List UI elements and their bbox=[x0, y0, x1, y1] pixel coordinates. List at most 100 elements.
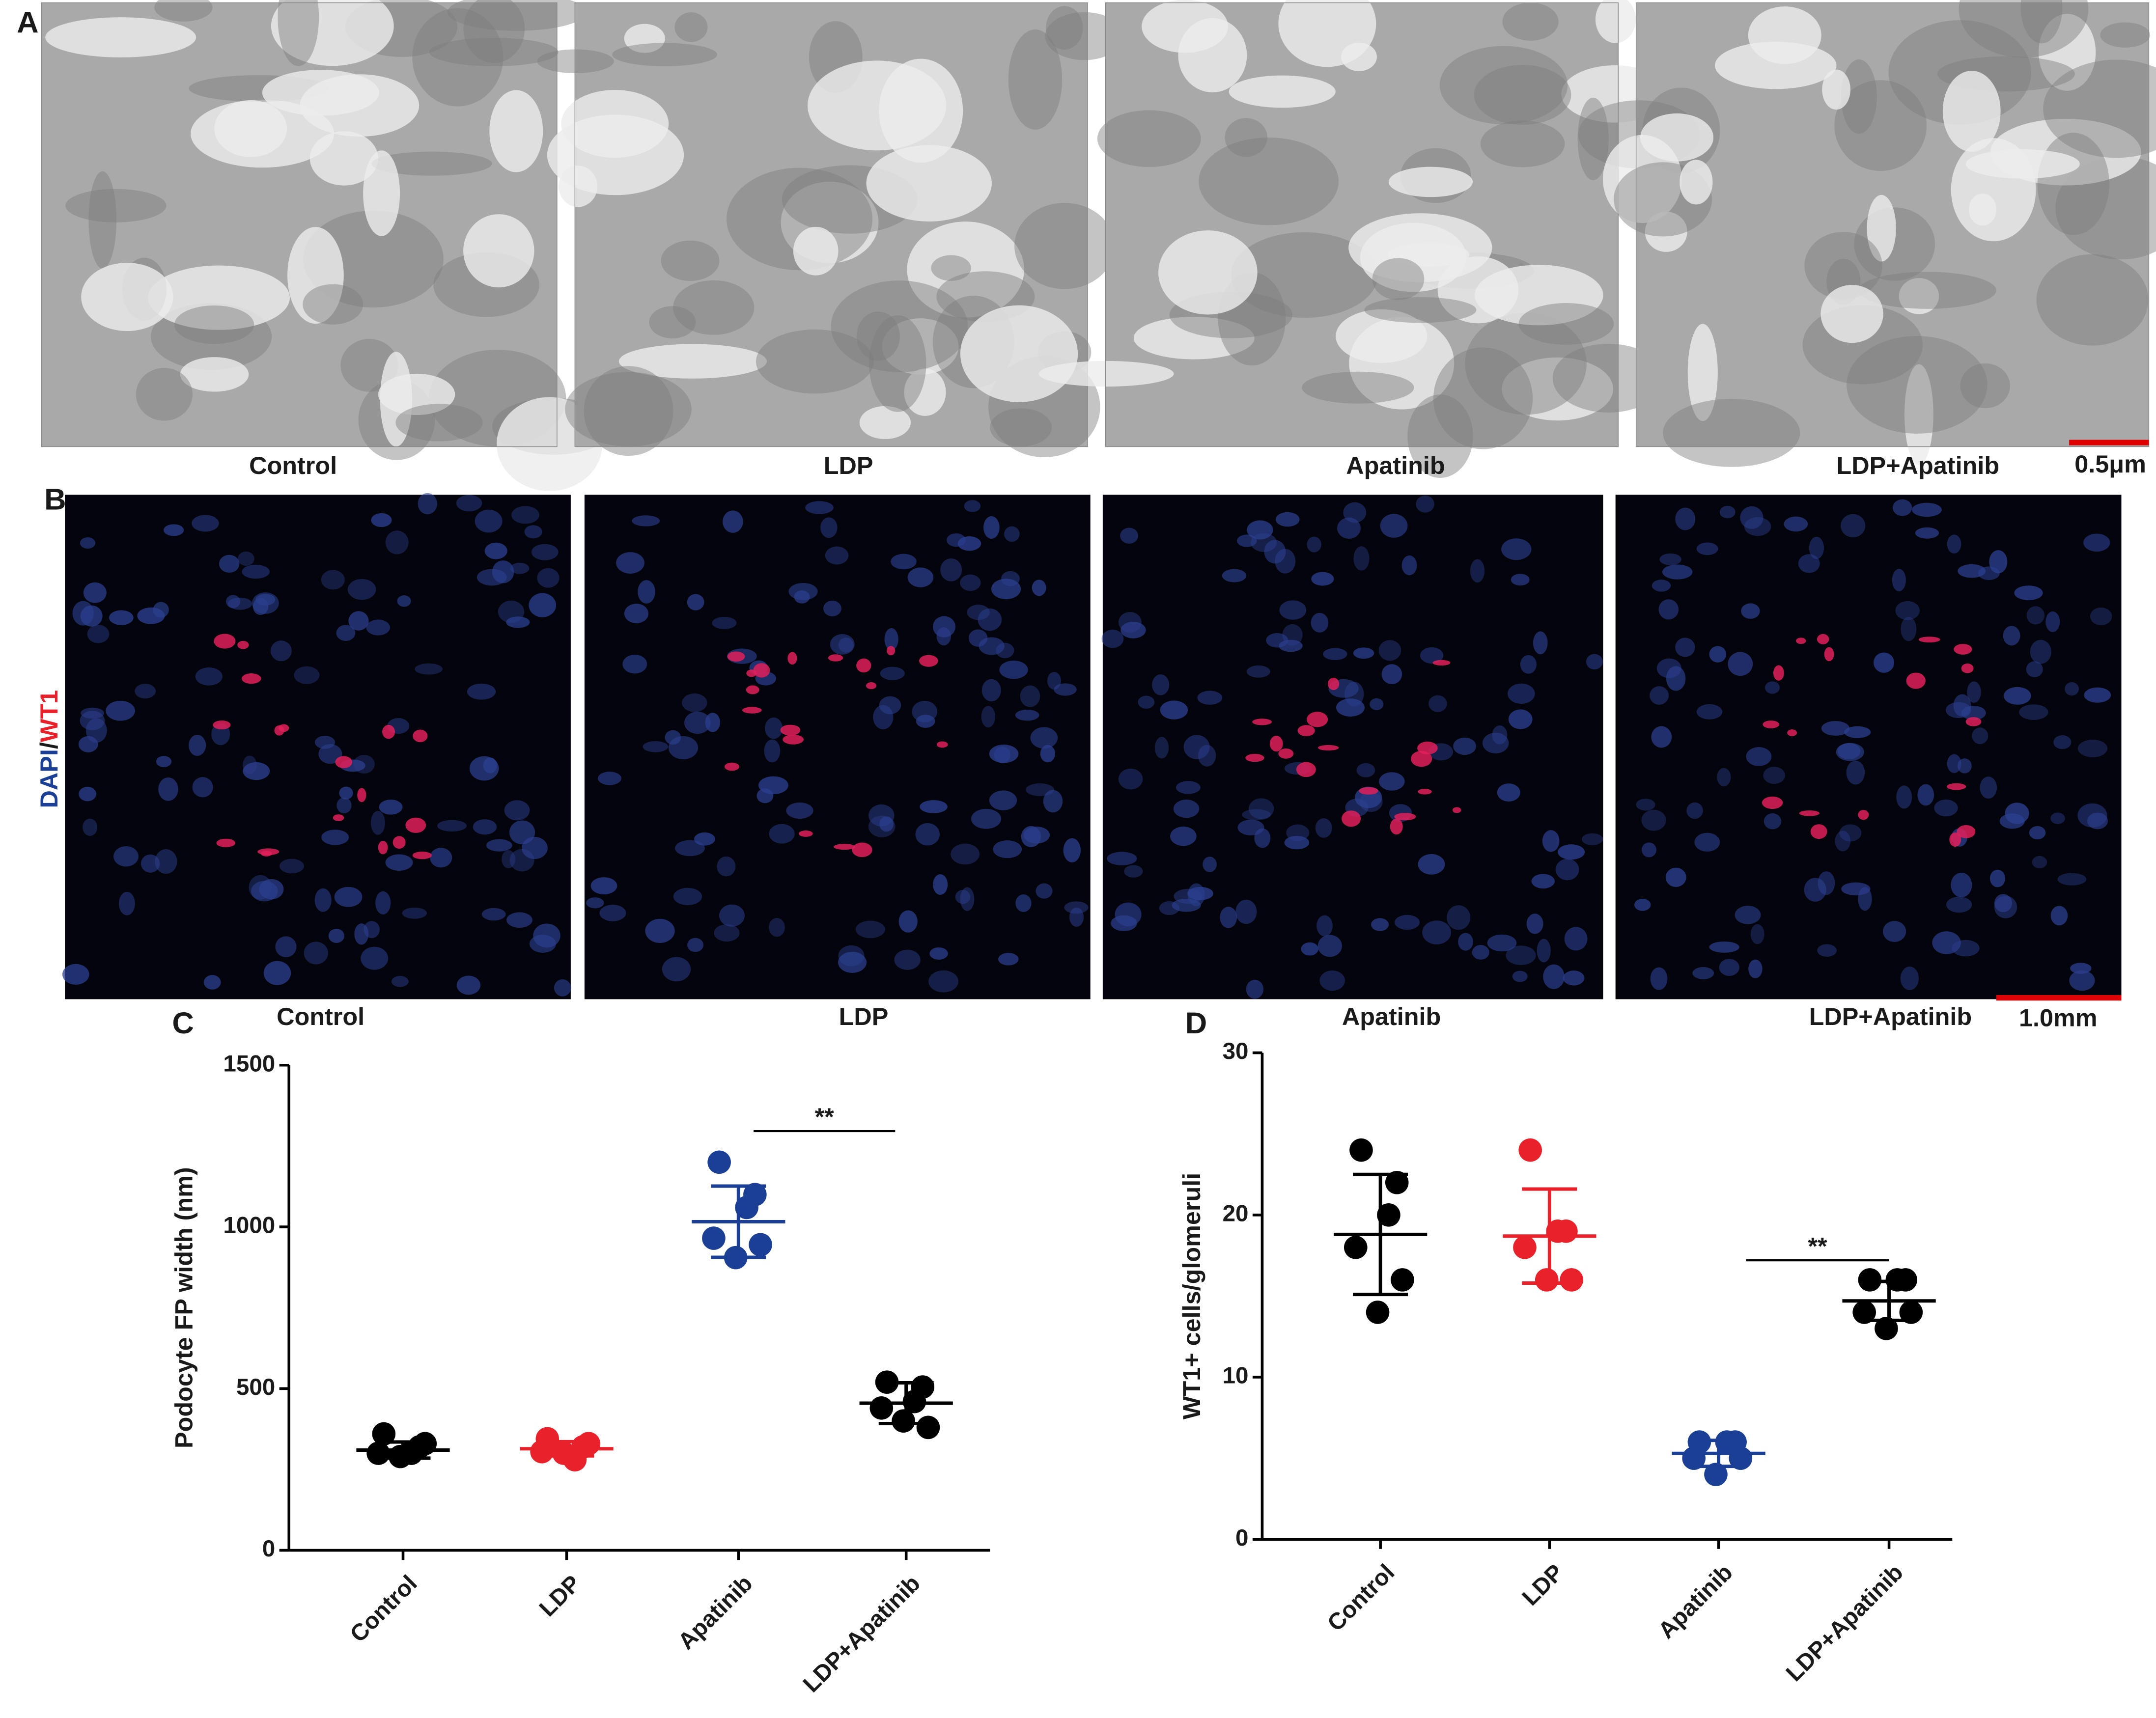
em-texture bbox=[1804, 232, 1882, 300]
nucleus bbox=[1307, 536, 1321, 553]
em-texture bbox=[756, 329, 874, 394]
nucleus bbox=[830, 634, 855, 655]
em-texture bbox=[1475, 265, 1603, 326]
nucleus bbox=[1198, 745, 1216, 767]
nucleus bbox=[616, 552, 644, 574]
nucleus bbox=[385, 530, 409, 554]
nucleus bbox=[1696, 542, 1718, 555]
data-point bbox=[1704, 1463, 1728, 1486]
nucleus bbox=[1675, 637, 1695, 657]
em-texture bbox=[2043, 59, 2156, 158]
em-texture bbox=[859, 406, 911, 440]
em-texture bbox=[1229, 75, 1336, 108]
em-texture bbox=[45, 17, 196, 57]
wt1-signal bbox=[866, 682, 877, 690]
em-texture bbox=[287, 227, 344, 324]
nucleus bbox=[1453, 737, 1476, 755]
em-texture bbox=[2038, 14, 2096, 91]
em-texture bbox=[262, 70, 379, 116]
nucleus bbox=[366, 619, 391, 636]
wt1-signal bbox=[1278, 748, 1294, 759]
em-texture bbox=[904, 368, 946, 416]
nucleus bbox=[328, 929, 344, 943]
wt1-signal bbox=[333, 814, 344, 821]
em-texture bbox=[1502, 2, 1559, 41]
nucleus bbox=[304, 942, 328, 965]
nucleus bbox=[1634, 898, 1651, 911]
nucleus bbox=[155, 849, 177, 874]
nucleus bbox=[1237, 819, 1264, 835]
y-tick-label: 1500 bbox=[223, 1051, 275, 1077]
nucleus bbox=[1958, 564, 1986, 578]
nucleus bbox=[1160, 700, 1188, 720]
image-caption: LDP+Apatinib bbox=[1837, 451, 2000, 479]
nucleus bbox=[2029, 826, 2046, 840]
nucleus bbox=[879, 816, 894, 832]
em-image bbox=[1578, 0, 2156, 467]
em-texture bbox=[1858, 272, 1996, 309]
x-tick-label: LDP bbox=[1517, 1559, 1569, 1611]
image-caption: LDP bbox=[839, 1002, 889, 1030]
nucleus bbox=[1581, 833, 1603, 845]
nucleus bbox=[1220, 907, 1237, 928]
x-tick-label: Control bbox=[1322, 1559, 1400, 1636]
nucleus bbox=[1054, 683, 1077, 696]
nucleus bbox=[1284, 835, 1310, 850]
em-texture bbox=[673, 280, 755, 335]
nucleus bbox=[1934, 799, 1958, 817]
nucleus bbox=[1537, 939, 1551, 963]
scale-bar-label: 1.0mm bbox=[2019, 1004, 2098, 1032]
nucleus bbox=[1543, 964, 1565, 989]
nucleus bbox=[1379, 772, 1405, 791]
nucleus bbox=[1015, 709, 1039, 721]
em-texture bbox=[990, 408, 1052, 447]
em-texture bbox=[931, 255, 971, 281]
nucleus bbox=[960, 574, 981, 591]
em-texture bbox=[1847, 336, 1988, 434]
data-point bbox=[892, 1409, 915, 1433]
nucleus bbox=[361, 946, 389, 970]
nucleus bbox=[1279, 639, 1303, 652]
nucleus bbox=[2050, 906, 2068, 926]
nucleus bbox=[1315, 818, 1332, 838]
nucleus bbox=[964, 500, 981, 512]
nucleus bbox=[880, 666, 905, 680]
em-texture bbox=[1820, 285, 1883, 343]
nucleus bbox=[1821, 720, 1850, 736]
nucleus bbox=[219, 554, 240, 573]
nucleus bbox=[1501, 538, 1532, 560]
nucleus bbox=[109, 610, 134, 625]
em-texture bbox=[565, 372, 692, 446]
nucleus bbox=[1323, 648, 1347, 661]
wt1-signal bbox=[1432, 660, 1451, 666]
nucleus bbox=[467, 683, 496, 700]
em-texture bbox=[1822, 69, 1850, 110]
nucleus bbox=[192, 777, 213, 798]
nucleus bbox=[2004, 687, 2031, 705]
em-texture bbox=[378, 373, 455, 416]
nucleus bbox=[492, 560, 514, 583]
nucleus bbox=[1947, 754, 1961, 773]
data-point bbox=[707, 1150, 731, 1174]
nucleus bbox=[371, 513, 392, 527]
nucleus bbox=[1650, 967, 1668, 990]
em-texture bbox=[674, 12, 708, 42]
nucleus bbox=[714, 924, 740, 942]
data-point bbox=[869, 1396, 894, 1420]
nucleus bbox=[1040, 745, 1055, 763]
em-texture bbox=[1439, 46, 1568, 125]
wt1-signal bbox=[1269, 736, 1283, 752]
wt1-signal bbox=[1824, 647, 1834, 662]
nucleus bbox=[554, 979, 571, 997]
nucleus bbox=[932, 616, 955, 637]
nucleus bbox=[638, 580, 655, 604]
nucleus bbox=[1967, 681, 1981, 703]
data-point bbox=[735, 1195, 758, 1219]
x-tick-label: Apatinib bbox=[673, 1570, 757, 1655]
nucleus bbox=[498, 600, 525, 623]
nucleus bbox=[1069, 907, 1084, 927]
if-image bbox=[584, 495, 1091, 999]
em-texture bbox=[1038, 360, 1174, 387]
nucleus bbox=[402, 907, 427, 919]
